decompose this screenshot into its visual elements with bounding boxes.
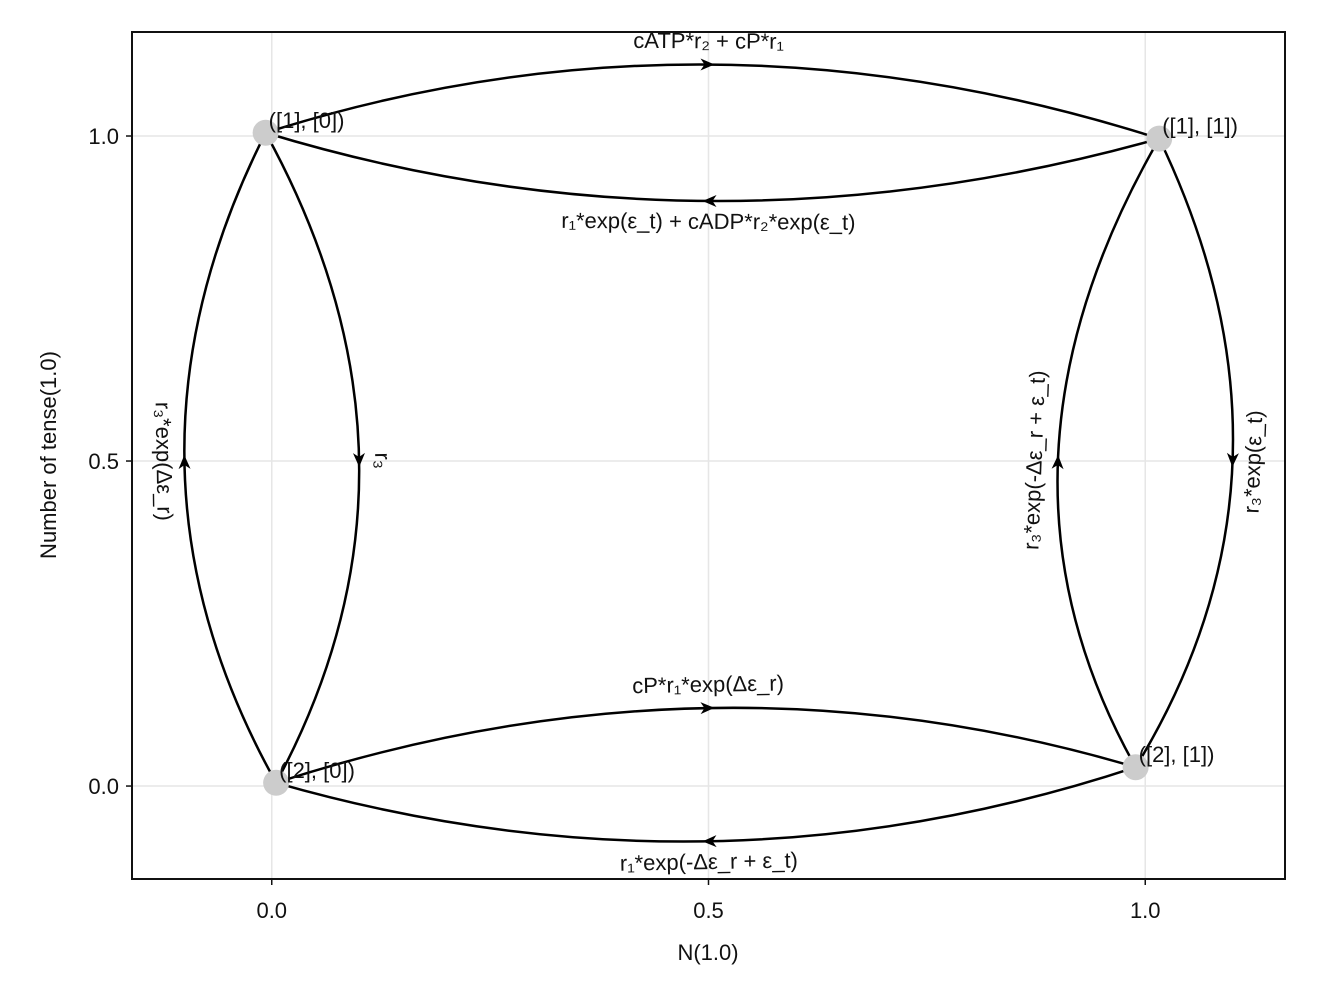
y-tick-label: 0.0 [88, 774, 119, 799]
edge-curve [1134, 138, 1235, 768]
edge-label: cP*r₁*exp(Δε_r) [632, 670, 784, 698]
node-label: ([2], [1]) [1139, 742, 1215, 767]
edge-arrowhead [700, 702, 715, 715]
edge-curve [265, 63, 1160, 140]
edge-label: r₃*exp(ε_t) [1238, 410, 1267, 514]
ticks: 0.0 0.5 1.0 0.0 0.5 1.0 [88, 124, 1160, 923]
x-tick-label: 0.0 [256, 898, 287, 923]
edge-curve [265, 131, 1160, 203]
edge-curve [264, 132, 361, 784]
node-label: ([2], [0]) [279, 758, 355, 783]
edge-arrowhead [702, 195, 717, 208]
edge-arrowhead [1226, 452, 1239, 468]
y-axis-label: Number of tense(1.0) [36, 351, 61, 559]
x-tick-label: 0.5 [693, 898, 724, 923]
grid [132, 32, 1285, 879]
node-marker [1146, 125, 1173, 152]
y-tick-label: 0.5 [88, 449, 119, 474]
edge-label: r₃*exp(Δε_r) [151, 402, 178, 521]
node-label: ([1], [1]) [1162, 114, 1238, 139]
edges [178, 58, 1239, 848]
edge-curve [275, 706, 1136, 784]
node-marker [263, 769, 290, 796]
edge-label: r₁*exp(-Δε_r + ε_t) [620, 847, 798, 875]
edge-curve [275, 766, 1137, 843]
edge-arrowhead [700, 58, 715, 71]
edge-curve [1056, 137, 1161, 768]
edge-label: r₃ [370, 452, 395, 469]
node-label: ([1], [0]) [269, 108, 345, 133]
edge-arrowhead [702, 835, 717, 848]
x-axis-label: N(1.0) [677, 940, 738, 965]
edge-label: r₃*exp(-Δε_r + ε_t) [1018, 370, 1050, 550]
nodes [252, 119, 1173, 796]
x-tick-label: 1.0 [1130, 898, 1161, 923]
node-marker [1122, 754, 1149, 781]
edge-arrowhead [178, 455, 191, 470]
edge-arrowhead [1051, 455, 1064, 470]
edge-arrowhead [352, 452, 365, 468]
y-tick-label: 1.0 [88, 124, 119, 149]
edge-label: r₁*exp(ε_t) + cADP*r₂*exp(ε_t) [561, 208, 855, 235]
edge-curve [183, 132, 278, 784]
node-marker [252, 119, 279, 146]
